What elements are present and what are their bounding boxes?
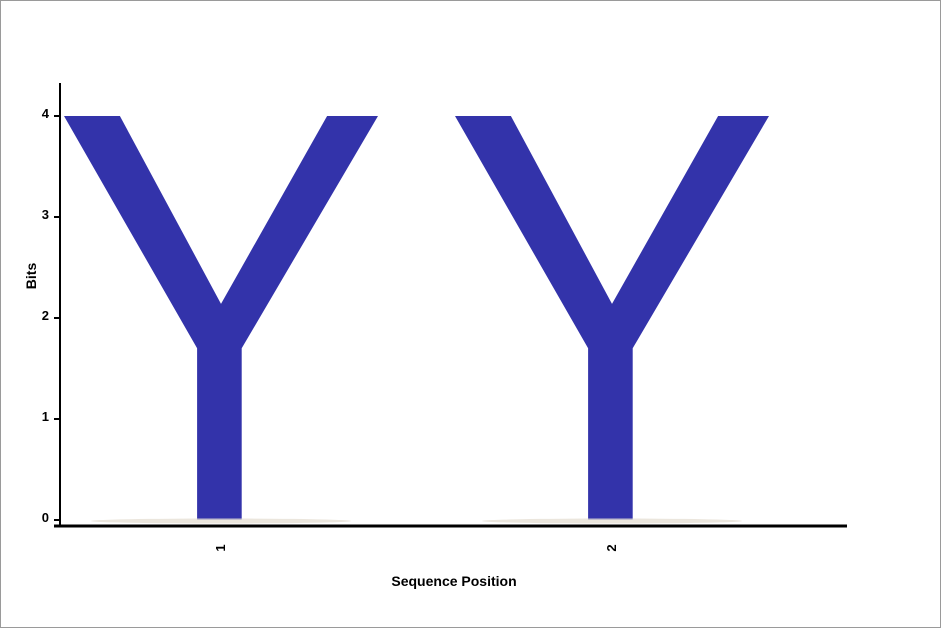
baseline-shadow — [482, 518, 742, 524]
y-tick-label: 3 — [42, 207, 49, 222]
y-tick-label: 0 — [42, 510, 49, 525]
x-axis-title: Sequence Position — [391, 573, 516, 589]
y-axis-ticks: 0 1 2 3 4 — [42, 106, 60, 525]
logo-letter-y — [455, 116, 769, 520]
logo-letter-y — [64, 116, 378, 520]
y-tick-label: 1 — [42, 409, 49, 424]
y-tick-label: 2 — [42, 308, 49, 323]
x-tick-label: 2 — [604, 544, 619, 551]
x-tick-label: 1 — [213, 544, 228, 551]
y-axis-title: Bits — [23, 263, 39, 290]
baseline-shadow — [91, 518, 351, 524]
y-tick-label: 4 — [42, 106, 50, 121]
letters-layer — [64, 116, 769, 520]
baseline-shadow-layer — [91, 518, 742, 524]
